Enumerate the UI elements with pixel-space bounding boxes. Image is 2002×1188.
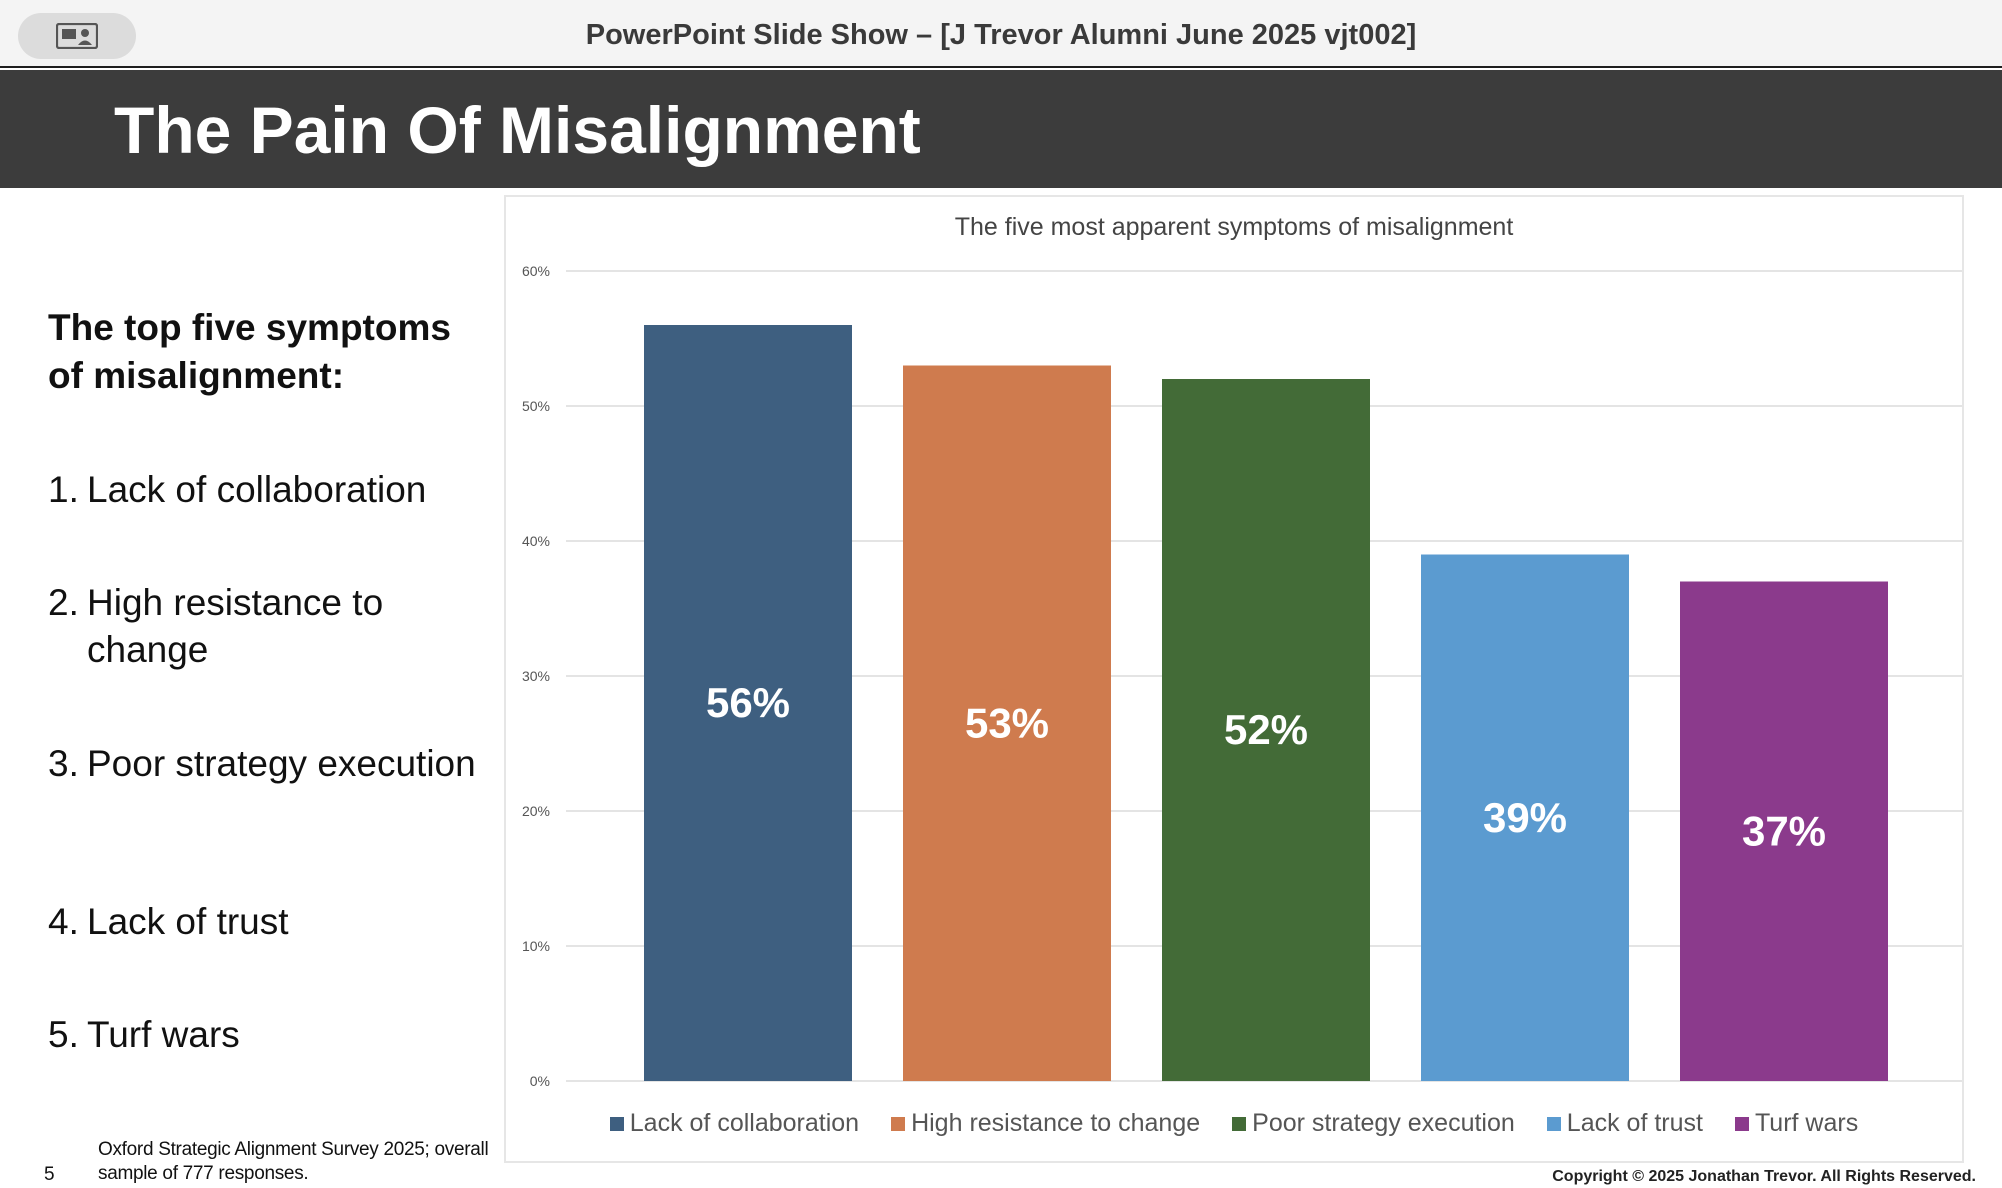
bar-3 — [1162, 379, 1370, 1081]
chart-plot-area: 0% 10% 20% 30% 40% 50% 60% 56% 53% 52% 39% 37% — [522, 263, 1962, 1089]
y-tick-label: 60% — [522, 263, 550, 279]
symptom-text: Poor strategy execution — [87, 743, 476, 784]
bar-value-label: 53% — [965, 699, 1049, 746]
bar-value-label: 39% — [1483, 794, 1567, 841]
symptom-number: 1. — [48, 469, 79, 510]
y-tick-label: 50% — [522, 398, 550, 414]
bar-chart: The five most apparent symptoms of misal… — [504, 195, 1964, 1163]
y-tick-label: 40% — [522, 533, 550, 549]
y-tick-label: 10% — [522, 938, 550, 954]
legend-item-4: Lack of trust — [1546, 1109, 1703, 1138]
symptom-number: 3. — [48, 743, 79, 784]
legend-swatch — [1232, 1116, 1247, 1131]
symptom-item-1: 1. Lack of collaboration — [48, 466, 498, 513]
legend-item-1: Lack of collaboration — [609, 1109, 860, 1138]
copyright-notice: Copyright © 2025 Jonathan Trevor. All Ri… — [1552, 1168, 1976, 1185]
window-title: PowerPoint Slide Show – [J Trevor Alumni… — [585, 19, 1417, 51]
presenter-view-icon — [56, 23, 98, 49]
bar-value-label: 56% — [706, 679, 790, 726]
legend-item-2: High resistance to change — [891, 1109, 1200, 1138]
y-tick-label: 0% — [530, 1073, 550, 1089]
chart-title: The five most apparent symptoms of misal… — [954, 213, 1514, 241]
bar-value-label: 52% — [1224, 706, 1308, 753]
symptom-number: 5. — [48, 1014, 79, 1055]
legend-label: Poor strategy execution — [1252, 1109, 1515, 1137]
symptom-text: Lack of collaboration — [87, 469, 427, 510]
legend-label: High resistance to change — [911, 1109, 1201, 1137]
symptom-item-2: 2. High resistance to change — [48, 579, 498, 673]
legend-label: Turf wars — [1754, 1109, 1859, 1137]
slide-header-band: The Pain Of Misalignment — [0, 70, 2002, 188]
chart-legend: Lack of collaboration High resistance to … — [506, 1109, 1962, 1138]
symptom-item-4: 4. Lack of trust — [48, 898, 498, 945]
source-note: Oxford Strategic Alignment Survey 2025; … — [98, 1139, 489, 1184]
y-tick-label: 20% — [522, 803, 550, 819]
symptom-number: 2. — [48, 582, 79, 623]
slide-title: The Pain Of Misalignment — [114, 93, 921, 167]
symptom-text: High resistance to change — [87, 582, 384, 670]
legend-swatch — [1734, 1116, 1749, 1131]
bar-5 — [1680, 581, 1888, 1081]
symptom-text: Lack of trust — [87, 901, 289, 942]
symptoms-heading: The top five symptoms of misalignment: — [48, 307, 451, 396]
y-tick-label: 30% — [522, 668, 550, 684]
window-title-bar: PowerPoint Slide Show – [J Trevor Alumni… — [0, 0, 2002, 68]
symptom-item-5: 5. Turf wars — [48, 1011, 498, 1058]
slide-number: 5 — [44, 1164, 55, 1185]
bar-4 — [1421, 554, 1629, 1081]
bar-1 — [644, 325, 852, 1081]
symptom-number: 4. — [48, 901, 79, 942]
symptom-item-3: 3. Poor strategy execution — [48, 740, 498, 787]
legend-item-5: Turf wars — [1734, 1109, 1859, 1138]
legend-swatch — [891, 1116, 906, 1131]
legend-item-3: Poor strategy execution — [1232, 1109, 1515, 1138]
legend-label: Lack of trust — [1566, 1109, 1703, 1137]
bar-2 — [903, 365, 1111, 1081]
legend-swatch — [1546, 1116, 1561, 1131]
legend-label: Lack of collaboration — [629, 1109, 860, 1137]
symptom-text: Turf wars — [87, 1014, 240, 1055]
legend-swatch — [609, 1116, 624, 1131]
bar-value-label: 37% — [1742, 807, 1826, 854]
presenter-view-button[interactable] — [18, 13, 136, 59]
